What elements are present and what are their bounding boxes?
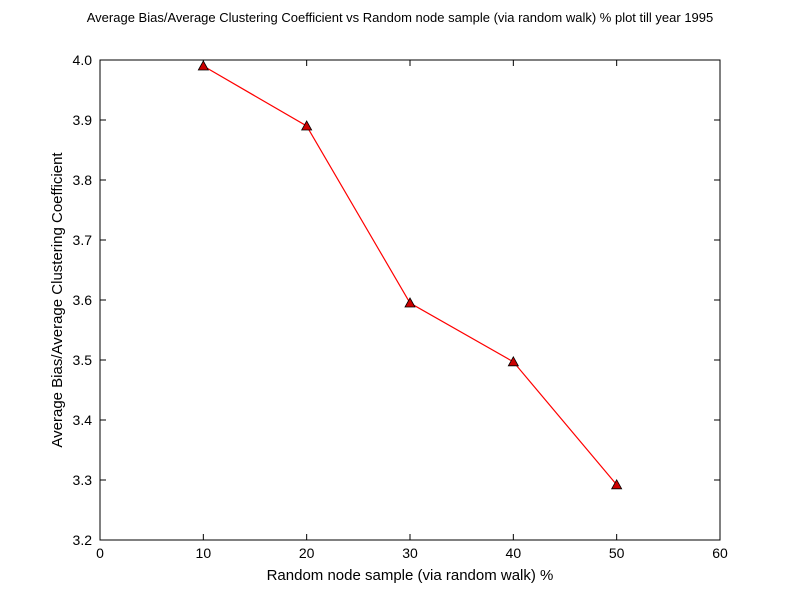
plot-area: 0 10 20 30 40 50 60 3.2 3.3 3.4 3.5 3.6 3.7 3.8 3.9 4.0 <box>73 52 728 561</box>
data-point <box>300 120 313 131</box>
y-tick-label: 3.2 <box>73 532 93 548</box>
y-tick-label: 3.8 <box>73 172 93 188</box>
x-tick-label: 30 <box>402 545 418 561</box>
y-tick-label: 4.0 <box>73 52 93 68</box>
data-point <box>404 297 416 308</box>
x-axis-label: Random node sample (via random walk) % <box>267 567 554 584</box>
data-point <box>507 355 520 367</box>
x-tick-label: 60 <box>712 545 728 561</box>
series-line <box>203 65 618 486</box>
y-tick-label: 3.9 <box>73 112 93 128</box>
x-tick-label: 10 <box>196 545 212 561</box>
x-tick-label: 50 <box>609 545 625 561</box>
y-axis-label: Average Bias/Average Clustering Coeffici… <box>49 152 66 448</box>
y-tick-label: 3.5 <box>73 352 93 368</box>
x-tick-label: 40 <box>506 545 522 561</box>
y-tick-label: 3.4 <box>73 412 93 428</box>
y-tick-label: 3.7 <box>73 232 93 248</box>
y-tick-label: 3.6 <box>73 292 93 308</box>
data-point <box>197 60 210 71</box>
x-tick-label: 20 <box>299 545 315 561</box>
y-tick-label: 3.3 <box>73 472 93 488</box>
x-tick-label: 0 <box>96 545 104 561</box>
chart-title: Average Bias/Average Clustering Coeffici… <box>87 10 714 25</box>
data-point <box>610 478 623 490</box>
